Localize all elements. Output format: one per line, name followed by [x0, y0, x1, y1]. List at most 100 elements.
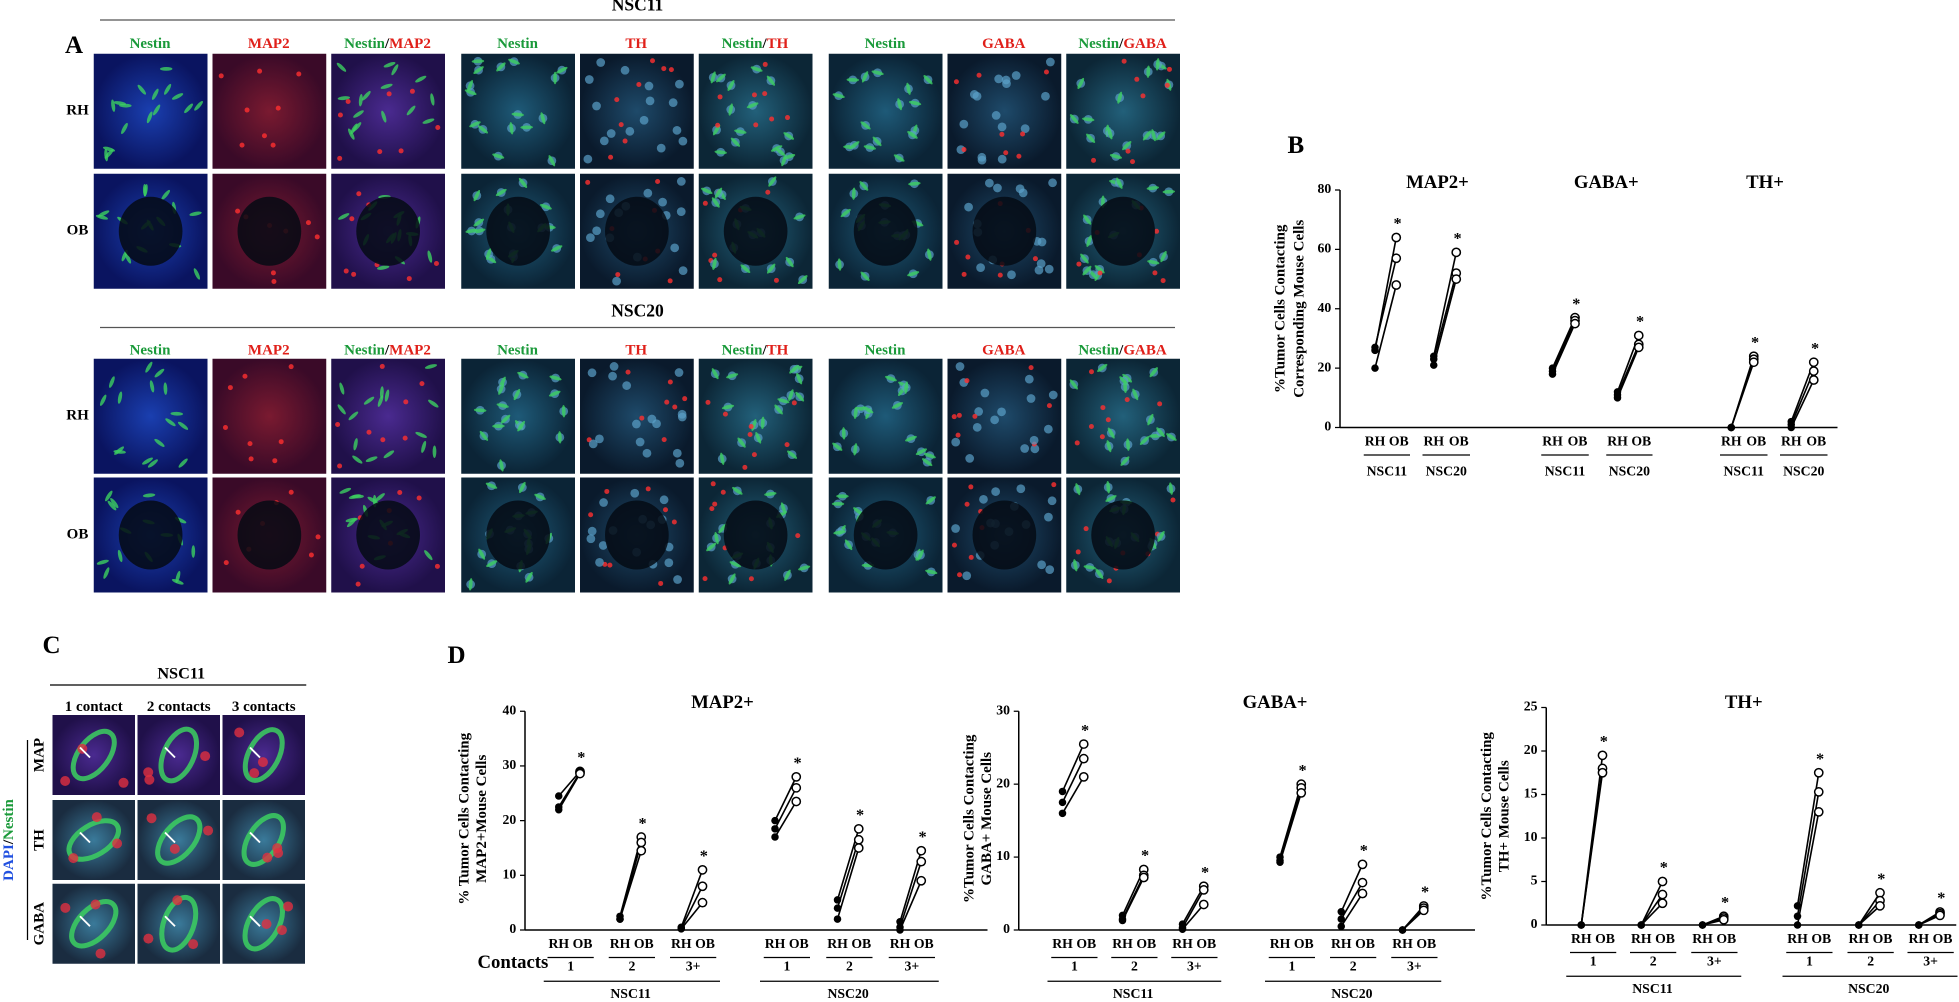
nestin-cell [486, 560, 498, 567]
y-tick-label: 20 [996, 775, 1010, 790]
ob-point [1808, 375, 1819, 385]
chart-title: GABA+ [1574, 172, 1639, 193]
dark-region [853, 196, 918, 266]
nucleus [599, 136, 609, 146]
nestin-cell [774, 404, 783, 415]
annotation: * [1298, 761, 1306, 779]
x-tick-label: OB [1806, 434, 1826, 449]
annotation: * [1600, 733, 1608, 751]
marker-signal [667, 379, 673, 385]
ob-point [1875, 900, 1885, 911]
marker-signal [377, 149, 383, 155]
connector [1181, 889, 1205, 929]
nestin-cell [151, 88, 159, 100]
ob-point [916, 875, 927, 886]
nucleus [672, 125, 682, 135]
column-header: Nestin/GABA [1078, 343, 1167, 359]
column-header: TH [625, 36, 647, 52]
nestin-cell [768, 176, 777, 187]
header-part: / [384, 36, 390, 52]
marker-signal [305, 220, 311, 226]
header-part: Nestin [497, 36, 538, 52]
nucleus [1020, 444, 1030, 453]
header-part: Nestin [344, 343, 385, 359]
nestin-cell [1086, 235, 1092, 248]
marker-signal [143, 933, 154, 944]
y-axis-label: %Tumor Cells Contacting [961, 734, 977, 903]
ob-point [1198, 899, 1209, 910]
ob-point [575, 768, 585, 779]
x-tick-label: OB [914, 936, 934, 951]
x-tick-label: RH [1908, 931, 1929, 946]
nestin-cell [1142, 130, 1152, 141]
marker-signal [1075, 549, 1081, 555]
label-part: / [1, 839, 17, 845]
panel-label: B [1288, 132, 1305, 159]
nucleus [672, 448, 682, 458]
nestin-cell [720, 452, 725, 465]
marker-signal [314, 234, 320, 240]
marker-signal [1106, 578, 1112, 584]
nucleus [1037, 560, 1047, 570]
marker-signal [614, 97, 620, 103]
header-part: Nestin [130, 36, 171, 52]
marker-signal [645, 486, 651, 492]
marker-signal [622, 138, 628, 144]
nestin-cell [785, 256, 794, 268]
marker-signal [275, 105, 281, 111]
annotation: * [1141, 847, 1149, 865]
x-tick-label: RH [1542, 434, 1563, 449]
nestin-cell [1156, 427, 1165, 438]
nucleus [965, 454, 975, 463]
nucleus [994, 74, 1004, 84]
nucleus [990, 415, 999, 425]
nucleus [659, 495, 669, 505]
nucleus [622, 381, 632, 390]
nucleus [673, 575, 682, 584]
chart-title: MAP2+ [691, 692, 754, 713]
x-tick-label: RH [827, 936, 848, 951]
group-label: NSC11 [610, 986, 651, 1001]
rh-point [1577, 921, 1585, 929]
group-label: NSC20 [1331, 986, 1372, 1001]
nestin-cell [906, 82, 911, 95]
nestin-cell [336, 62, 347, 72]
column-header: TH [625, 343, 647, 359]
nestin-cell [109, 376, 115, 388]
nestin-cell [766, 263, 776, 274]
row-label: RH [66, 103, 89, 119]
marker-signal [434, 563, 440, 569]
connector [1616, 344, 1640, 396]
y-tick-label: 0 [1531, 916, 1538, 931]
rh-point [555, 805, 563, 814]
contacts-label: 1 [1071, 959, 1078, 974]
ob-point [636, 845, 647, 856]
panel-label: C [43, 632, 61, 659]
nestin-cell [495, 188, 507, 197]
column-header: MAP2 [248, 36, 290, 52]
x-tick-label: OB [1568, 434, 1588, 449]
nestin-cell [105, 490, 113, 502]
nestin-cell [509, 122, 514, 135]
marker-signal [248, 456, 254, 462]
nucleus [586, 534, 596, 544]
nestin-cell [517, 371, 529, 379]
marker-signal [188, 939, 199, 950]
ob-point [697, 881, 708, 892]
nucleus [605, 194, 615, 204]
nucleus [1048, 390, 1058, 400]
ob-point [853, 823, 864, 834]
nestin-cell [1083, 565, 1096, 570]
marker-signal [742, 464, 748, 470]
marker-signal [244, 107, 250, 113]
header-part: Nestin [497, 343, 538, 359]
nestin-cell [164, 83, 172, 95]
arrow [79, 915, 91, 927]
annotation: * [1937, 889, 1945, 907]
nestin-cell [496, 403, 509, 408]
arrow [164, 746, 176, 759]
nestin-cell [352, 455, 363, 464]
y-tick-label: 80 [1318, 181, 1332, 196]
nucleus [1015, 184, 1025, 194]
